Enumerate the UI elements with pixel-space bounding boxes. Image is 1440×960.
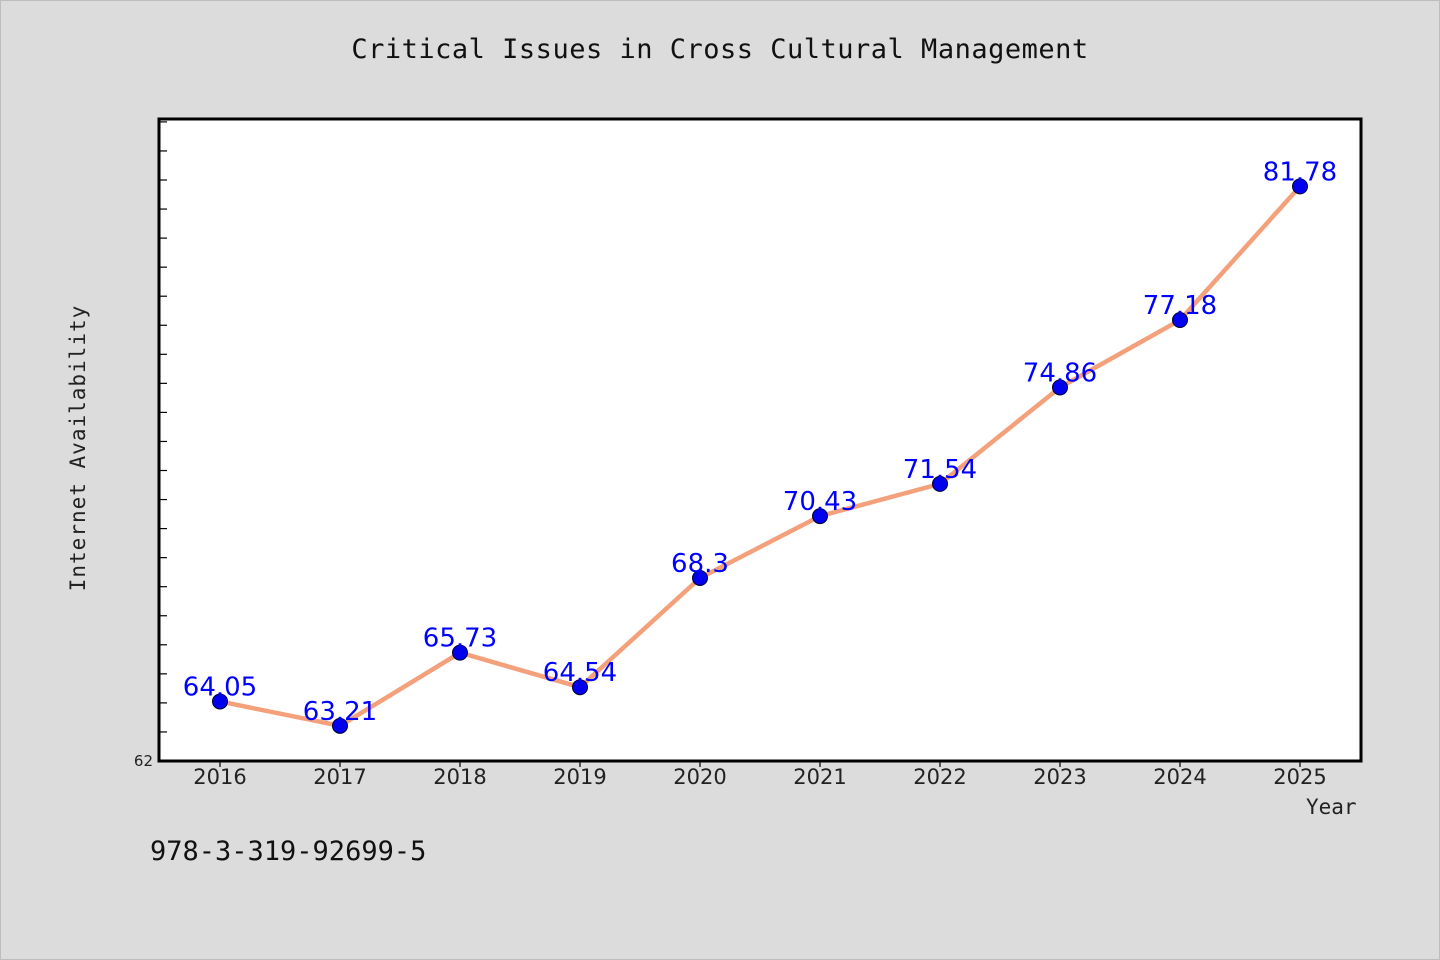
x-tick-label: 2023 [1033, 765, 1086, 789]
data-label: 70.43 [783, 487, 857, 517]
data-label: 74.86 [1023, 358, 1097, 388]
x-axis-ticks: 2016 2017 2018 2019 2020 2021 2022 2023 2024 2025 [193, 761, 1327, 789]
chart-title: Critical Issues in Cross Cultural Manage… [351, 34, 1089, 65]
isbn-footnote: 978-3-319-92699-5 [150, 836, 427, 867]
data-label: 64.54 [543, 658, 617, 688]
data-label: 64.05 [183, 672, 257, 702]
data-point [1292, 178, 1308, 195]
x-tick-label: 2016 [193, 765, 246, 789]
data-label: 81.78 [1263, 157, 1337, 187]
series-line [217, 184, 1303, 729]
series-layer: 64.05 63.21 65.73 64.54 68.3 70.43 71.54 74.86 7… [183, 157, 1337, 734]
data-point [692, 569, 708, 586]
data-label: 63.21 [303, 697, 377, 727]
data-label: 65.73 [423, 624, 497, 654]
data-point [932, 475, 948, 492]
x-tick-label: 2020 [673, 765, 726, 789]
x-tick-label: 2024 [1153, 765, 1206, 789]
x-tick-label: 2019 [553, 765, 606, 789]
x-tick-label: 2022 [913, 765, 966, 789]
x-tick-label: 2018 [433, 765, 486, 789]
x-tick-label: 2021 [793, 765, 846, 789]
x-tick-label: 2017 [313, 765, 366, 789]
data-point [452, 644, 468, 661]
data-point [212, 693, 228, 710]
x-tick-label: 2025 [1273, 765, 1326, 789]
data-label: 77.18 [1143, 291, 1217, 321]
y-axis-ticks [159, 121, 167, 733]
data-point [572, 679, 588, 696]
data-point [1172, 312, 1188, 329]
x-axis-label: Year [1306, 795, 1357, 819]
data-point [1052, 379, 1068, 396]
data-point [332, 717, 348, 734]
data-label: 71.54 [903, 455, 977, 485]
data-label: 68.3 [671, 549, 729, 579]
y-tick-label: 62 [134, 752, 153, 770]
data-point [812, 508, 828, 525]
plot-area [157, 117, 1363, 763]
